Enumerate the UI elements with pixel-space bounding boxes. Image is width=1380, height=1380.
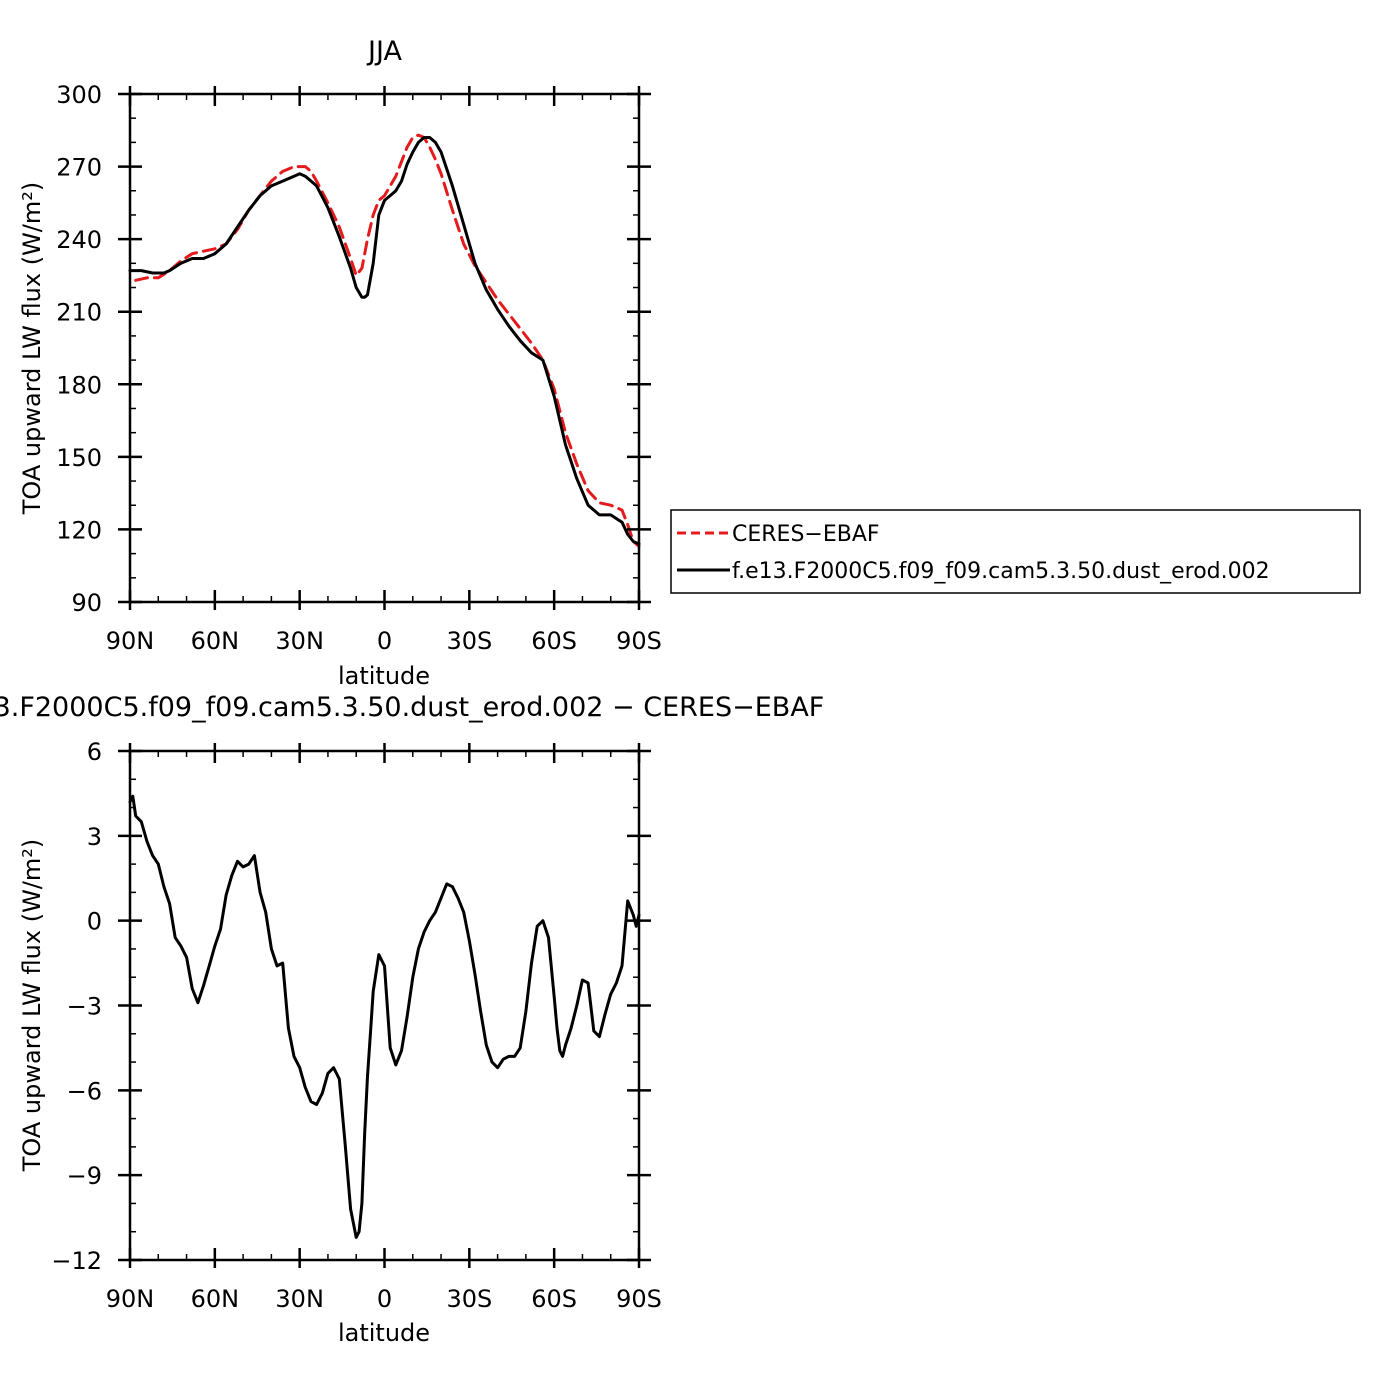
- legend-label-model: f.e13.F2000C5.f09_f09.cam5.3.50.dust_ero…: [732, 559, 1270, 584]
- top-y-tick-label: 300: [56, 81, 102, 109]
- top-x-tick-label: 60N: [191, 627, 240, 655]
- top-y-tick-label: 270: [56, 154, 102, 182]
- top-panel-title: JJA: [366, 36, 402, 67]
- bottom-y-tick-label: −12: [51, 1247, 102, 1275]
- top-x-tick-label: 90S: [616, 627, 662, 655]
- bottom-series-line-0: [128, 794, 641, 1239]
- top-y-tick-label: 180: [56, 371, 102, 399]
- top-y-tick-label: 90: [71, 589, 102, 617]
- top-y-tick-label: 210: [56, 299, 102, 327]
- top-x-tick-label: 60S: [531, 627, 577, 655]
- bottom-y-tick-label: −9: [67, 1162, 102, 1190]
- top-x-tick-label: 30S: [446, 627, 492, 655]
- bottom-x-tick-label: 90N: [106, 1285, 155, 1313]
- top-panel: JJA 90N 60N 30N 0 30S 60S 90S 90 120 150 180 210 240…: [18, 36, 662, 690]
- top-x-tick-label: 90N: [106, 627, 155, 655]
- legend-box: [670, 509, 1361, 594]
- bottom-x-axis-label: latitude: [338, 1319, 430, 1347]
- top-x-axis-label: latitude: [338, 662, 430, 690]
- bottom-x-tick-label: 90S: [616, 1285, 662, 1313]
- top-plot-frame: [128, 92, 641, 604]
- bottom-y-tick-label: 6: [87, 738, 102, 766]
- bottom-y-tick-label: −3: [67, 993, 102, 1021]
- legend-label-ceres: CERES−EBAF: [732, 522, 880, 547]
- bottom-panel: f.e13.F2000C5.f09_f09.cam5.3.50.dust_ero…: [0, 692, 824, 1347]
- top-x-tick-label: 0: [377, 627, 392, 655]
- bottom-y-tick-label: 0: [87, 908, 102, 936]
- bottom-x-tick-label: 0: [377, 1285, 392, 1313]
- bottom-x-tick-label: 60N: [191, 1285, 240, 1313]
- top-y-tick-label: 150: [56, 444, 102, 472]
- bottom-y-axis-label: TOA upward LW flux (W/m²): [18, 839, 46, 1173]
- bottom-x-tick-label: 60S: [531, 1285, 577, 1313]
- bottom-panel-title: f.e13.F2000C5.f09_f09.cam5.3.50.dust_ero…: [0, 692, 824, 723]
- bottom-y-tick-label: −6: [67, 1077, 102, 1105]
- top-y-tick-label: 120: [56, 516, 102, 544]
- bottom-x-tick-label: 30S: [446, 1285, 492, 1313]
- top-series-line-1: [128, 136, 641, 546]
- bottom-x-tick-label: 30N: [275, 1285, 324, 1313]
- top-y-tick-label: 240: [56, 226, 102, 254]
- top-y-axis-label: TOA upward LW flux (W/m²): [18, 182, 46, 516]
- bottom-y-tick-label: 3: [87, 823, 102, 851]
- legend: CERES−EBAF f.e13.F2000C5.f09_f09.cam5.3.…: [670, 509, 1361, 594]
- top-x-tick-label: 30N: [275, 627, 324, 655]
- bottom-plot-frame: [128, 749, 641, 1262]
